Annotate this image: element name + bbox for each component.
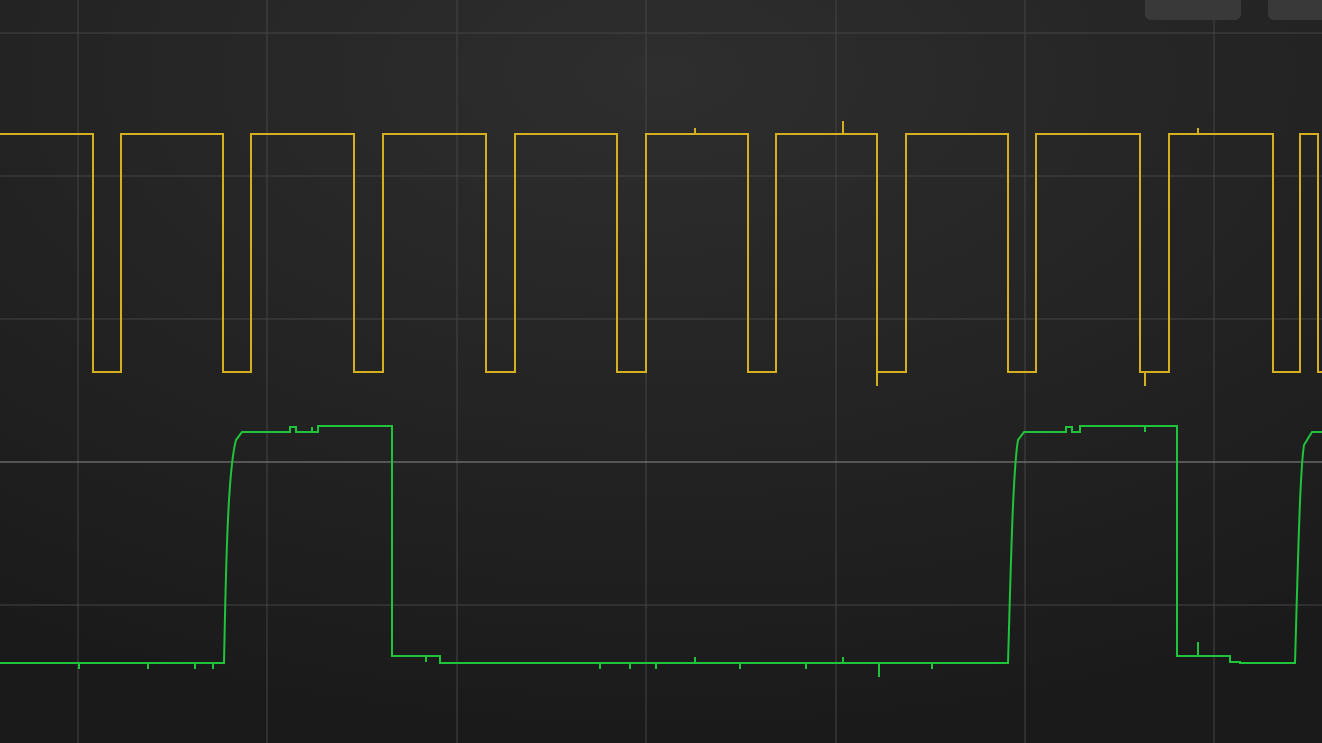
channel-1-trace [0,121,1322,386]
menu-button[interactable] [1268,0,1322,20]
menu-button[interactable] [1145,0,1241,20]
channel-2-trace [0,425,1322,677]
